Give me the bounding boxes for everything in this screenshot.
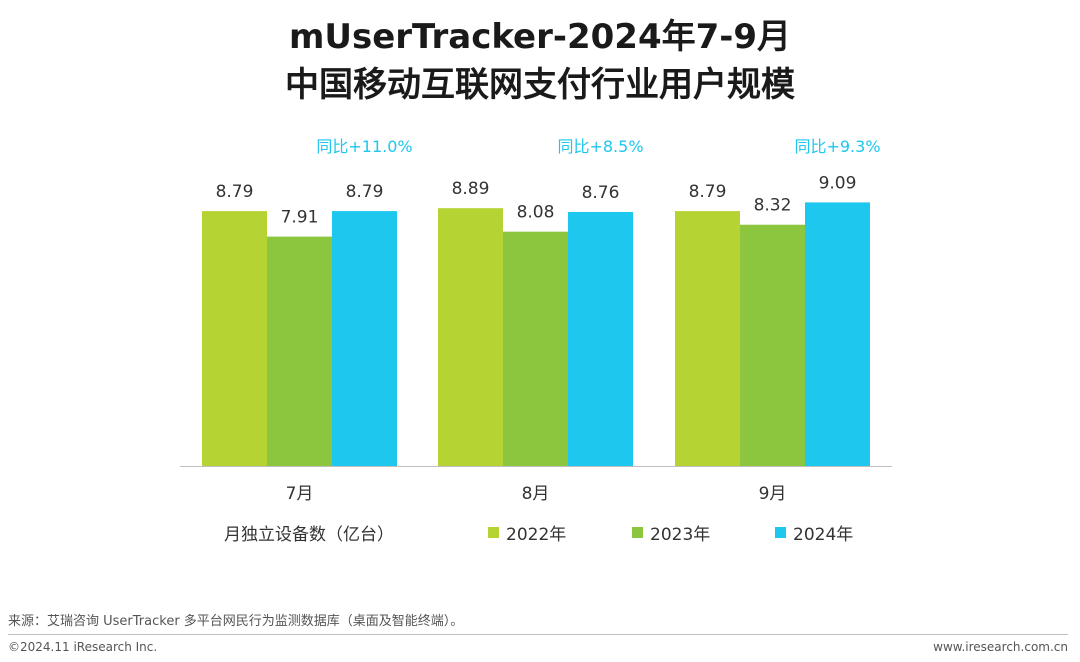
yoy-annotation: 同比+9.3%: [794, 137, 880, 156]
legend-swatch-2024: [775, 526, 786, 538]
bar: [503, 231, 568, 466]
data-label: 9.09: [819, 173, 857, 193]
legend-label-2022: 2022年: [506, 524, 567, 545]
yoy-annotation: 同比+8.5%: [557, 137, 643, 156]
data-label: 8.32: [754, 196, 792, 216]
chart-title-line-1: mUserTracker-2024年7-9月: [288, 17, 792, 57]
data-label: 8.79: [689, 182, 727, 202]
y-axis-label: 月独立设备数（亿台）: [224, 525, 394, 545]
x-tick-label: 8月: [522, 484, 550, 504]
legend-label-2023: 2023年: [650, 524, 711, 545]
website-link: www.iresearch.com.cn: [933, 640, 1068, 654]
data-label: 8.79: [216, 182, 254, 202]
legend-label-2024: 2024年: [793, 524, 854, 545]
bar: [332, 211, 397, 466]
legend-item-2023: 2023年: [632, 520, 711, 545]
x-tick-label: 7月: [286, 484, 314, 504]
data-label: 8.79: [346, 182, 384, 202]
bar: [805, 202, 870, 466]
footer-divider: [8, 634, 1068, 635]
legend-item-2022: 2022年: [488, 520, 567, 545]
legend-swatch-2022: [488, 526, 499, 538]
data-label: 7.91: [281, 208, 319, 228]
legend-item-2024: 2024年: [775, 520, 854, 545]
bar: [202, 211, 267, 466]
data-label: 8.08: [517, 203, 555, 223]
bar: [675, 211, 740, 466]
yoy-annotation: 同比+11.0%: [316, 137, 412, 156]
legend-swatch-2023: [632, 526, 643, 538]
data-label: 8.89: [452, 179, 490, 199]
x-tick-label: 9月: [759, 484, 787, 504]
source-footnote: 来源：艾瑞咨询 UserTracker 多平台网民行为监测数据库（桌面及智能终端…: [8, 614, 464, 629]
data-label: 8.76: [582, 183, 620, 203]
bar: [740, 224, 805, 466]
bar: [267, 236, 332, 466]
chart-title-line-2: 中国移动互联网支付行业用户规模: [285, 65, 795, 105]
copyright-text: ©2024.11 iResearch Inc.: [8, 640, 158, 654]
bar: [438, 208, 503, 466]
bar: [568, 211, 633, 466]
